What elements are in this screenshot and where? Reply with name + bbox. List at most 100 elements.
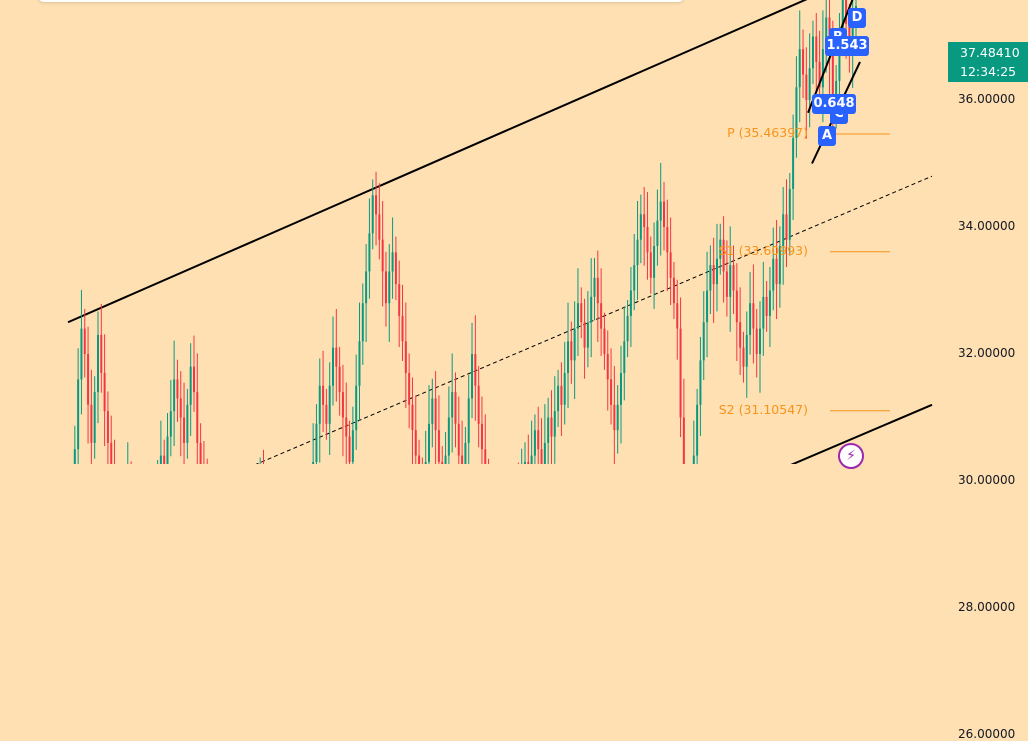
wave-label-A[interactable]: A bbox=[818, 126, 836, 146]
candle-body bbox=[199, 442, 202, 464]
candle-body bbox=[523, 461, 526, 464]
candle-body bbox=[795, 87, 798, 139]
candle-body bbox=[312, 461, 315, 464]
y-tick-label: 32.00000 bbox=[958, 346, 1016, 360]
candle-body bbox=[96, 334, 99, 393]
wave-ratio-label[interactable]: 0.648 bbox=[812, 94, 856, 114]
candle-body bbox=[106, 411, 109, 443]
candle-body bbox=[530, 455, 533, 464]
candle-body bbox=[401, 315, 404, 342]
candle-body bbox=[381, 239, 384, 272]
candle-body bbox=[669, 252, 672, 278]
candle-body bbox=[371, 195, 374, 234]
candle-body bbox=[103, 373, 106, 412]
candle-body bbox=[567, 341, 570, 374]
candle-body bbox=[590, 296, 593, 323]
wave-label-D[interactable]: D bbox=[848, 8, 866, 28]
candle-body bbox=[593, 277, 596, 297]
candle-body bbox=[845, 0, 848, 24]
candle-body bbox=[739, 322, 742, 348]
price-chart[interactable] bbox=[0, 0, 1028, 464]
candle-body bbox=[355, 385, 358, 431]
candle-body bbox=[169, 411, 172, 437]
candle-body bbox=[692, 455, 695, 464]
candle-body bbox=[742, 347, 745, 367]
candle-body bbox=[77, 379, 80, 450]
candle-body bbox=[388, 271, 391, 304]
wave-ratio-label[interactable]: 1.543 bbox=[825, 36, 869, 56]
candle-body bbox=[83, 328, 86, 354]
candle-body bbox=[179, 398, 182, 418]
candle-body bbox=[550, 417, 553, 437]
candle-body bbox=[610, 379, 613, 405]
candle-body bbox=[606, 354, 609, 380]
candle-body bbox=[391, 252, 394, 272]
candle-body bbox=[444, 455, 447, 464]
candle-body bbox=[451, 392, 454, 418]
candle-body bbox=[676, 303, 679, 329]
candle-body bbox=[447, 417, 450, 456]
candle-body bbox=[424, 461, 427, 464]
channel-middle-line bbox=[255, 175, 933, 464]
candle-body bbox=[540, 449, 543, 464]
channel-layer bbox=[67, 0, 933, 464]
y-tick-label: 28.00000 bbox=[958, 600, 1016, 614]
candle-body bbox=[825, 17, 828, 50]
candle-body bbox=[802, 49, 805, 75]
candle-body bbox=[762, 296, 765, 329]
candle-body bbox=[411, 404, 414, 431]
candle-body bbox=[408, 373, 411, 405]
candle-body bbox=[702, 322, 705, 361]
candle-body bbox=[480, 423, 483, 450]
candle-body bbox=[732, 265, 735, 291]
y-tick-label: 26.00000 bbox=[958, 727, 1016, 741]
candle-body bbox=[633, 265, 636, 291]
candle-body bbox=[404, 341, 407, 374]
candle-body bbox=[798, 49, 801, 88]
pivot-label-S2: S2 (31.10547) bbox=[718, 401, 808, 417]
candle-body bbox=[629, 290, 632, 316]
floating-toolbar bbox=[38, 0, 684, 2]
candle-body bbox=[351, 430, 354, 462]
candle-body bbox=[583, 322, 586, 348]
candle-body bbox=[563, 373, 566, 405]
candle-body bbox=[626, 315, 629, 342]
candle-body bbox=[653, 246, 656, 278]
candle-body bbox=[603, 328, 606, 354]
candle-body bbox=[646, 227, 649, 253]
candle-body bbox=[722, 239, 725, 272]
candle-body bbox=[696, 404, 699, 456]
y-tick-label: 34.00000 bbox=[958, 219, 1016, 233]
candle-body bbox=[437, 430, 440, 462]
candle-body bbox=[666, 227, 669, 253]
candle-body bbox=[378, 214, 381, 240]
candle-body bbox=[659, 201, 662, 221]
candle-body bbox=[719, 239, 722, 259]
candle-body bbox=[318, 385, 321, 424]
candle-body bbox=[328, 385, 331, 424]
candle-body bbox=[428, 423, 430, 462]
candle-body bbox=[682, 417, 685, 464]
candle-body bbox=[173, 379, 176, 412]
candle-body bbox=[557, 385, 560, 412]
candle-body bbox=[560, 385, 563, 405]
candle-body bbox=[752, 303, 755, 329]
candle-body bbox=[315, 423, 318, 462]
candle-body bbox=[183, 417, 186, 443]
candle-body bbox=[365, 271, 368, 304]
candle-body bbox=[782, 214, 785, 247]
candle-body bbox=[755, 328, 758, 354]
candle-body bbox=[186, 404, 189, 443]
candle-body bbox=[699, 360, 702, 405]
candle-body bbox=[332, 347, 335, 386]
candle-body bbox=[375, 195, 378, 215]
candle-body bbox=[537, 430, 540, 450]
candle-body bbox=[745, 334, 748, 367]
candle-body bbox=[484, 449, 487, 464]
lightning-icon[interactable]: ⚡ bbox=[838, 443, 864, 469]
y-tick-label: 30.00000 bbox=[958, 473, 1016, 487]
candle-body bbox=[596, 277, 599, 304]
candle-body bbox=[87, 354, 90, 405]
candle-body bbox=[580, 303, 583, 323]
candle-body bbox=[441, 461, 444, 464]
